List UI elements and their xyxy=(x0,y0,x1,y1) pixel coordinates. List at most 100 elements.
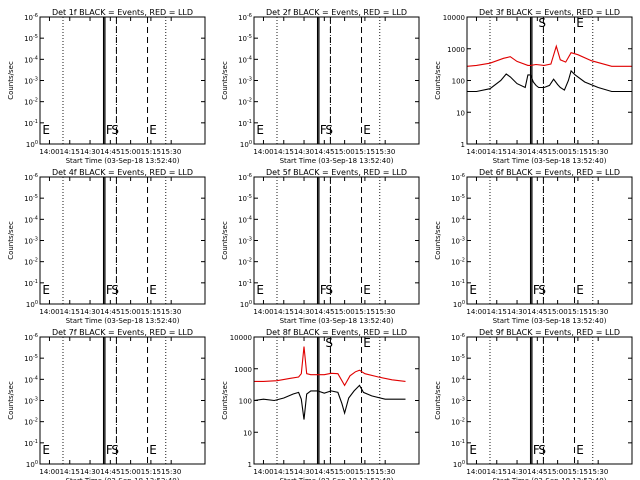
x-tick-label: 14:00 xyxy=(253,468,273,476)
x-tick-label: 14:30 xyxy=(507,148,527,156)
x-axis-label: Start Time (03-Sep-18 13:52:40) xyxy=(493,317,607,325)
x-tick-label: 14:45 xyxy=(100,468,120,476)
x-tick-label: 15:30 xyxy=(375,148,395,156)
x-tick-label: 14:30 xyxy=(80,468,100,476)
plot-area: E FS E xyxy=(256,177,381,304)
x-tick-label: 15:30 xyxy=(588,148,608,156)
marker-e: E xyxy=(576,16,584,30)
x-tick-label: 15:30 xyxy=(161,148,181,156)
marker-s: S xyxy=(111,123,119,137)
y-tick-label: 10-1 xyxy=(24,439,38,448)
x-tick-label: 14:15 xyxy=(60,468,80,476)
marker-e: E xyxy=(42,123,50,137)
series-lld xyxy=(467,44,632,67)
x-tick-label: 15:15 xyxy=(355,308,375,316)
x-tick-label: 15:15 xyxy=(568,308,588,316)
x-tick-label: 15:30 xyxy=(375,308,395,316)
y-axis-label: Counts/sec xyxy=(221,61,229,100)
x-tick-label: 15:15 xyxy=(355,468,375,476)
plot-area: E FS E xyxy=(469,177,594,304)
y-tick-label: 10 xyxy=(243,429,252,437)
y-tick-label: 10-4 xyxy=(238,215,252,224)
panel-title: Det 4f BLACK = Events, RED = LLD xyxy=(52,168,193,177)
marker-f: F xyxy=(106,123,113,137)
y-axis-label: Counts/sec xyxy=(434,61,442,100)
panel-title: Det 6f BLACK = Events, RED = LLD xyxy=(479,168,620,177)
marker-e: E xyxy=(42,283,50,297)
panel-title: Det 7f BLACK = Events, RED = LLD xyxy=(52,328,193,337)
x-tick-label: 14:15 xyxy=(487,308,507,316)
y-tick-label: 10-1 xyxy=(24,279,38,288)
series-lld xyxy=(254,346,406,387)
x-tick-label: 15:15 xyxy=(568,468,588,476)
x-tick-label: 15:00 xyxy=(121,308,141,316)
x-tick-label: 15:30 xyxy=(375,468,395,476)
marker-f: F xyxy=(320,123,327,137)
x-tick-label: 14:45 xyxy=(314,308,334,316)
plot-frame xyxy=(466,16,633,145)
x-tick-label: 15:00 xyxy=(335,148,355,156)
marker-f: F xyxy=(106,443,113,457)
marker-e: E xyxy=(363,283,371,297)
y-tick-label: 10-6 xyxy=(24,333,38,342)
panel-title: Det 3f BLACK = Events, RED = LLD xyxy=(479,8,620,17)
x-tick-label: 15:15 xyxy=(355,148,375,156)
series-events xyxy=(467,69,632,93)
x-tick-label: 14:45 xyxy=(314,468,334,476)
y-tick-label: 10-3 xyxy=(238,237,252,246)
y-tick-label: 10-2 xyxy=(238,98,252,107)
y-tick-label: 10-6 xyxy=(451,173,465,182)
plot-frame xyxy=(39,176,206,305)
x-tick-label: 14:30 xyxy=(80,148,100,156)
plot-frame xyxy=(253,176,420,305)
y-axis-label: Counts/sec xyxy=(434,381,442,420)
y-tick-label: 10-6 xyxy=(451,333,465,342)
panel-title: Det 2f BLACK = Events, RED = LLD xyxy=(266,8,407,17)
y-tick-label: 10-3 xyxy=(24,77,38,86)
x-axis-label: Start Time (03-Sep-18 13:52:40) xyxy=(66,317,180,325)
x-tick-label: 14:15 xyxy=(60,148,80,156)
x-tick-label: 14:45 xyxy=(527,468,547,476)
marker-s: S xyxy=(325,123,333,137)
x-tick-label: 15:30 xyxy=(161,468,181,476)
x-tick-label: 15:30 xyxy=(161,308,181,316)
y-tick-label: 10-6 xyxy=(238,173,252,182)
x-tick-label: 14:30 xyxy=(507,468,527,476)
y-tick-label: 1 xyxy=(461,141,465,149)
panel-title: Det 5f BLACK = Events, RED = LLD xyxy=(266,168,407,177)
marker-s: S xyxy=(111,443,119,457)
x-tick-label: 14:15 xyxy=(274,148,294,156)
marker-f: F xyxy=(320,283,327,297)
y-axis-label: Counts/sec xyxy=(7,221,15,260)
marker-e: E xyxy=(256,123,264,137)
plot-frame xyxy=(39,336,206,465)
x-tick-label: 14:00 xyxy=(253,148,273,156)
panel-title: Det 9f BLACK = Events, RED = LLD xyxy=(479,328,620,337)
plot-frame xyxy=(466,336,633,465)
y-tick-label: 10-2 xyxy=(451,258,465,267)
x-tick-label: 14:45 xyxy=(314,148,334,156)
marker-e: E xyxy=(469,283,477,297)
x-tick-label: 14:30 xyxy=(294,148,314,156)
plot-frame xyxy=(466,176,633,305)
marker-e: E xyxy=(149,443,157,457)
panel-title: Det 1f BLACK = Events, RED = LLD xyxy=(52,8,193,17)
marker-s: S xyxy=(325,283,333,297)
x-tick-label: 14:30 xyxy=(507,308,527,316)
x-tick-label: 14:15 xyxy=(274,308,294,316)
y-axis-label: Counts/sec xyxy=(221,381,229,420)
x-tick-label: 14:00 xyxy=(39,308,59,316)
marker-s: S xyxy=(325,336,333,350)
panel-title: Det 8f BLACK = Events, RED = LLD xyxy=(266,328,407,337)
marker-s: S xyxy=(538,283,546,297)
y-tick-label: 10-5 xyxy=(238,194,252,203)
y-tick-label: 100 xyxy=(239,398,252,406)
y-tick-label: 10-2 xyxy=(24,258,38,267)
plot-frame xyxy=(253,16,420,145)
marker-e: E xyxy=(576,283,584,297)
x-tick-label: 14:00 xyxy=(466,148,486,156)
plot-frame xyxy=(253,336,420,465)
